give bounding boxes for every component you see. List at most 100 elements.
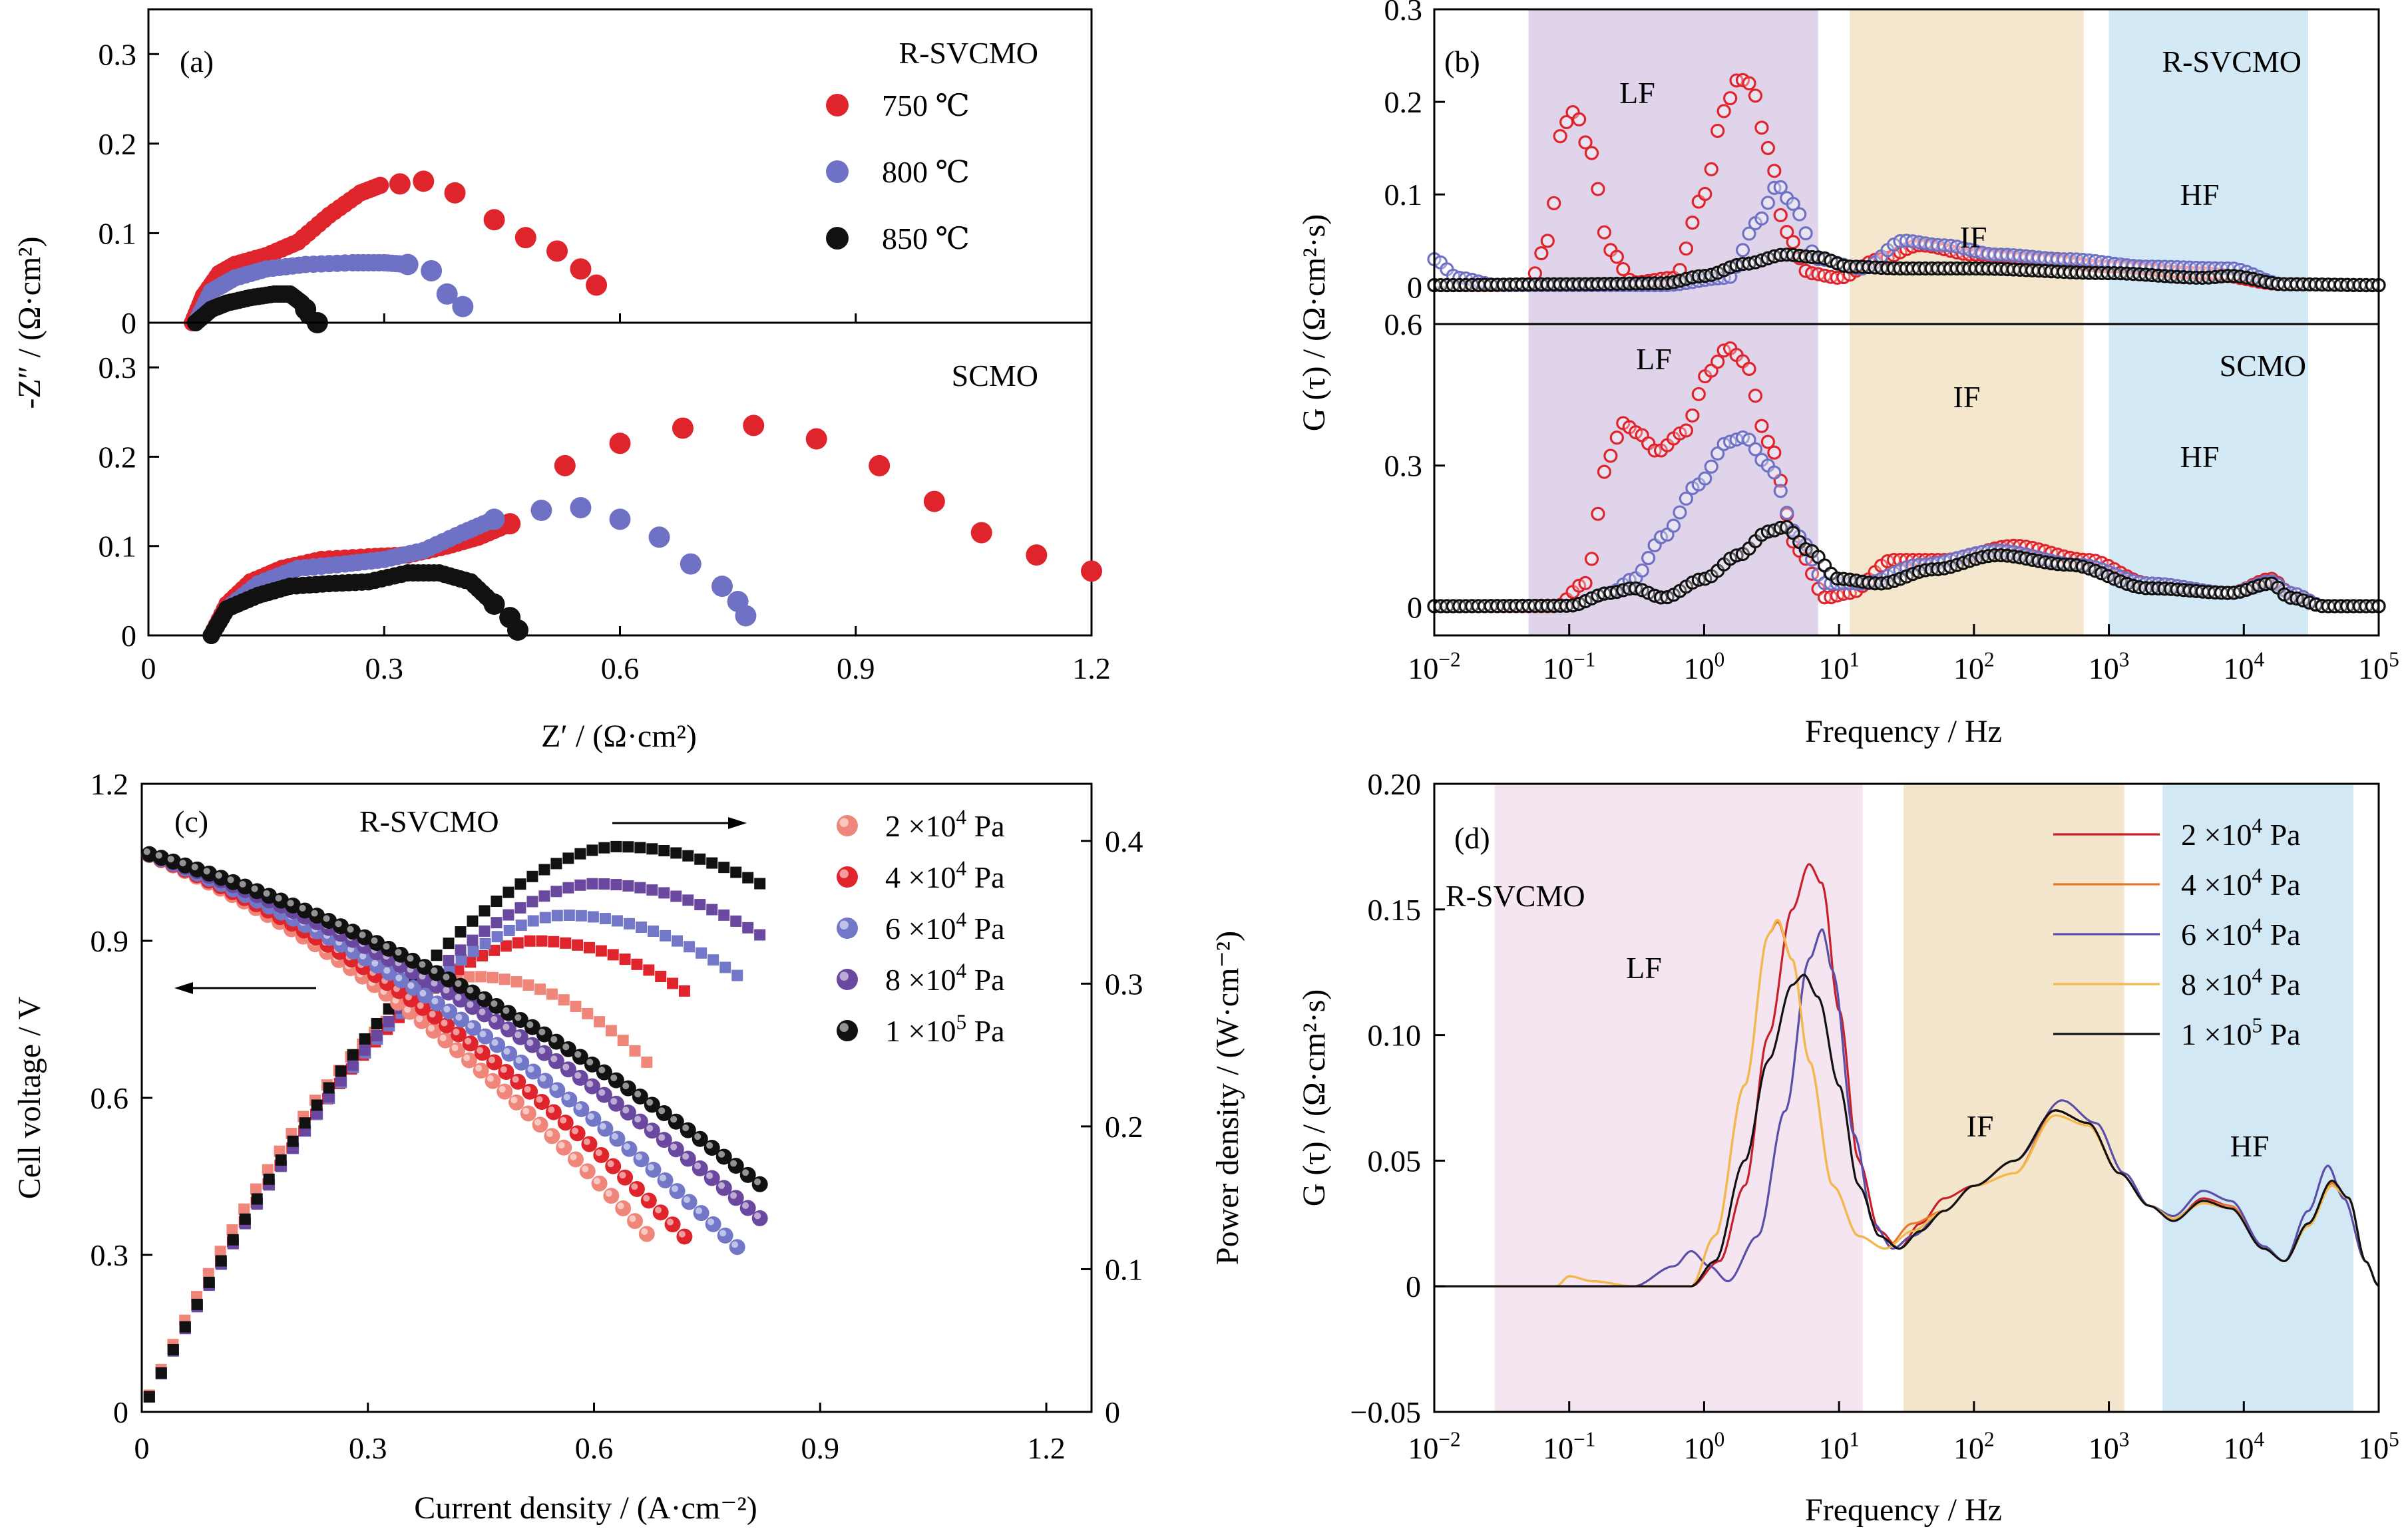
power-point xyxy=(524,935,536,947)
voltage-point-highlight xyxy=(143,848,150,856)
drt-point xyxy=(1786,196,1800,212)
legend-label: 6 ×104 Pa xyxy=(2181,914,2301,951)
voltage-point-highlight xyxy=(395,974,403,981)
power-point xyxy=(502,909,514,921)
arrow-left-head xyxy=(174,982,193,994)
voltage-point-highlight xyxy=(617,1202,624,1210)
voltage-point-highlight xyxy=(622,1107,630,1114)
panel-d-title: R-SVCMO xyxy=(1446,879,1585,913)
power-point xyxy=(718,909,730,921)
power-point xyxy=(575,910,587,922)
voltage-point xyxy=(532,1116,548,1133)
voltage-point xyxy=(579,1163,596,1180)
voltage-point-highlight xyxy=(502,1007,510,1014)
voltage-point-highlight xyxy=(427,1025,435,1032)
power-point xyxy=(479,905,491,917)
power-point xyxy=(443,938,455,949)
voltage-point-highlight xyxy=(695,1207,703,1214)
panel-b: 0 0.1 0.2 0.3 R-SVCMO 0 0.3 0.6 SCMO 10−2 10−1 100 1… xyxy=(1297,0,2399,749)
voltage-point xyxy=(664,1216,681,1233)
voltage-point-highlight xyxy=(598,1067,606,1074)
series-850 ℃ xyxy=(202,564,528,644)
voltage-point xyxy=(638,1226,655,1242)
x-tick-label: 102 xyxy=(1953,648,1995,685)
power-point xyxy=(275,1154,287,1166)
drt-point xyxy=(1767,465,1782,480)
voltage-point-highlight xyxy=(251,885,258,892)
nyquist-point xyxy=(530,500,552,521)
power-point xyxy=(274,1145,286,1157)
voltage-point xyxy=(557,1114,574,1131)
voltage-point xyxy=(617,1169,634,1186)
voltage-point-highlight xyxy=(646,1124,654,1132)
voltage-point-highlight xyxy=(683,1196,691,1203)
power-point xyxy=(635,921,647,933)
voltage-point-highlight xyxy=(359,952,367,959)
power-point xyxy=(730,866,742,878)
nyquist-point xyxy=(570,496,592,518)
legend-label: 2 ×104 Pa xyxy=(2181,814,2301,852)
voltage-point-highlight xyxy=(407,982,415,989)
drt-point xyxy=(1691,387,1706,401)
voltage-point-highlight xyxy=(467,1022,475,1029)
voltage-point xyxy=(605,1158,622,1174)
x-axis-label: Frequency / Hz xyxy=(1805,714,2002,749)
nyquist-point xyxy=(869,454,891,476)
drt-point xyxy=(1716,104,1731,118)
voltage-point-highlight xyxy=(694,1162,702,1170)
legend-label: 800 ℃ xyxy=(882,155,970,189)
voltage-point-highlight xyxy=(742,1169,749,1176)
voltage-point-highlight xyxy=(546,1130,553,1137)
voltage-point-highlight xyxy=(571,1127,579,1134)
voltage-point-highlight xyxy=(560,1116,567,1124)
nyquist-point xyxy=(413,170,435,192)
voltage-point-highlight xyxy=(371,937,378,944)
power-point xyxy=(167,1343,179,1355)
x-tick-label: 0 xyxy=(141,651,156,685)
power-point xyxy=(587,911,599,923)
voltage-point-highlight xyxy=(526,1039,534,1047)
series-800 ℃ xyxy=(202,496,757,644)
legend-marker xyxy=(837,918,858,939)
voltage-point-highlight xyxy=(526,1021,534,1029)
voltage-point-highlight xyxy=(574,1072,582,1079)
power-point xyxy=(227,1234,239,1246)
power-point xyxy=(251,1193,263,1205)
voltage-point-highlight xyxy=(404,1006,411,1013)
x-tick-label: 1.2 xyxy=(1072,651,1111,685)
voltage-point-highlight xyxy=(263,890,270,897)
nyquist-point xyxy=(546,240,568,262)
drt-point xyxy=(1704,162,1718,176)
drt-point xyxy=(1559,114,1574,130)
power-point xyxy=(706,904,718,916)
nyquist-point xyxy=(389,173,411,195)
legend-marker-highlight xyxy=(839,920,849,930)
voltage-point-highlight xyxy=(203,868,210,875)
nyquist-point xyxy=(743,415,765,436)
drt-point xyxy=(1742,361,1756,377)
drt-point xyxy=(1710,355,1725,369)
panel-c-title: R-SVCMO xyxy=(359,804,499,838)
y2-tick-label: 0.4 xyxy=(1105,824,1143,858)
x-tick-label: 100 xyxy=(1684,1428,1725,1465)
y-tick-label: 0.05 xyxy=(1368,1144,1422,1178)
drt-point xyxy=(1767,164,1782,178)
y-tick-label: 0.15 xyxy=(1368,893,1422,927)
voltage-point-highlight xyxy=(631,1183,638,1190)
drt-point xyxy=(1742,226,1756,241)
voltage-point-highlight xyxy=(347,926,354,933)
power-point xyxy=(599,913,611,925)
nyquist-point xyxy=(397,254,419,275)
y-tick-label: −0.05 xyxy=(1350,1395,1421,1429)
legend-label: 750 ℃ xyxy=(882,88,970,122)
voltage-point-highlight xyxy=(574,1051,582,1058)
voltage-point-highlight xyxy=(239,880,246,888)
power-point xyxy=(611,915,623,927)
voltage-point-highlight xyxy=(682,1152,690,1160)
voltage-point-highlight xyxy=(479,1008,486,1015)
y-tick-label: 0 xyxy=(121,306,136,340)
x-axis-label: Frequency / Hz xyxy=(1805,1492,2002,1528)
drt-point xyxy=(1780,506,1794,520)
voltage-series xyxy=(141,847,655,1242)
nyquist-point xyxy=(483,594,505,615)
